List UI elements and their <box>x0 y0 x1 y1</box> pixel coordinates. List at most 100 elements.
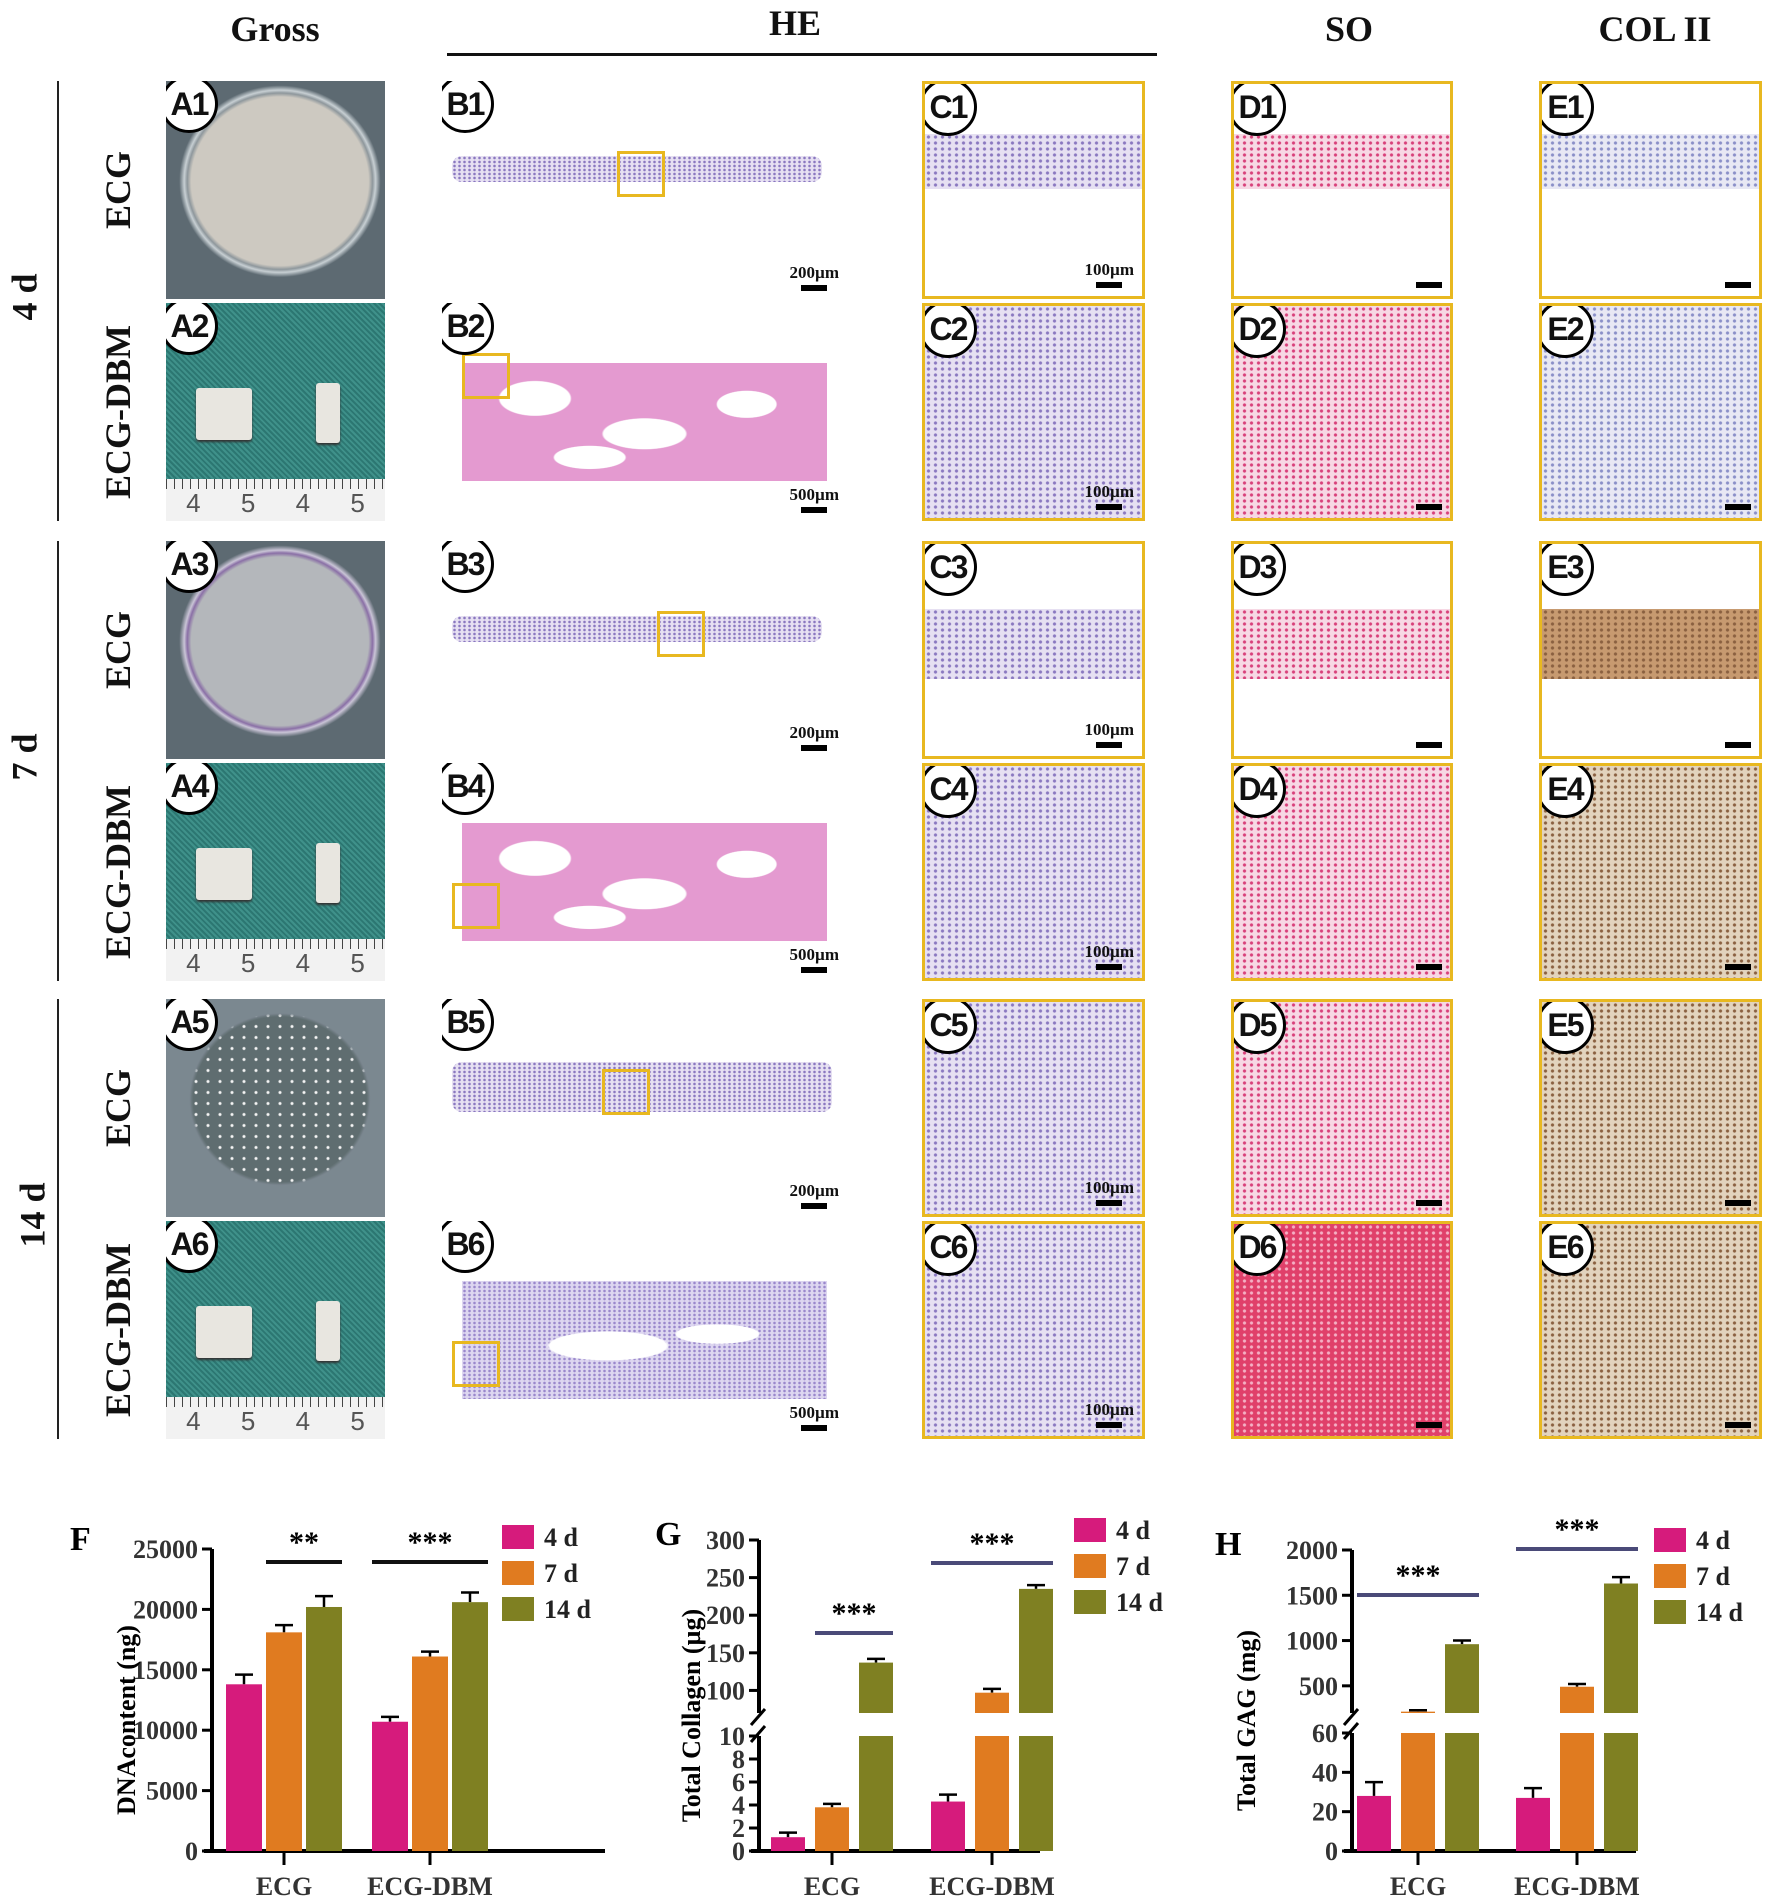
ruler-number: 4 <box>295 1406 311 1436</box>
row-label: ECG-DBM <box>78 763 158 981</box>
y-tick-label: 2000 <box>1286 1536 1338 1565</box>
he-magnified: 100µm C2 <box>922 303 1145 521</box>
scale-bar-label: 100µm <box>1084 260 1134 279</box>
scale-bar-label: 500µm <box>789 1403 839 1422</box>
scale-bar: 500µm <box>790 1403 839 1431</box>
bar <box>1604 1733 1638 1851</box>
he-overview: 500µm B4 <box>442 763 847 981</box>
ruler: 4 5 4 5 <box>166 1397 385 1439</box>
scale-bar: 100µm <box>1085 482 1134 510</box>
tissue-texture <box>1234 306 1450 518</box>
scale-bar-line <box>1416 742 1442 748</box>
panel-label: C3 <box>925 544 977 596</box>
y-tick-label: 150 <box>706 1639 745 1668</box>
row-label-text: ECG <box>97 610 138 690</box>
x-tick-label: ECG-DBM <box>929 1872 1055 1901</box>
panel-label: E3 <box>1542 544 1594 596</box>
panel-label: A1 <box>166 81 218 133</box>
scale-bar-line <box>1096 1422 1123 1428</box>
scale-bar-label: 200µm <box>789 723 839 742</box>
scale-bar-line <box>1725 282 1751 288</box>
row-label: ECG <box>78 81 158 299</box>
y-tick-label: 0 <box>1325 1837 1338 1866</box>
bar <box>1445 1733 1479 1851</box>
ruler-number: 5 <box>240 948 256 978</box>
scale-bar-line <box>1725 504 1751 510</box>
ruler-number: 4 <box>186 948 201 978</box>
scale-bar: 100µm <box>1085 942 1134 970</box>
scale-bar-line <box>1416 964 1442 970</box>
y-tick-label: 60 <box>1312 1719 1338 1748</box>
chart-panel-label: G <box>655 1516 681 1553</box>
ruler-number: 4 <box>186 488 201 518</box>
scale-bar-label: 100µm <box>1084 482 1134 501</box>
y-axis-label: Total Collagen (µg) <box>677 1609 706 1822</box>
panel-label: C5 <box>925 1002 977 1054</box>
he-overview: 200µm B5 <box>442 999 847 1217</box>
he-magnified: 100µm C6 <box>922 1221 1145 1439</box>
scale-bar-line <box>1096 282 1123 288</box>
panel-label: E5 <box>1542 1002 1594 1054</box>
scaffold-block <box>316 1301 340 1361</box>
panel-label: C2 <box>925 306 977 358</box>
y-axis-label: Total GAG (mg) <box>1232 1630 1261 1811</box>
col2-ihc-stain: E2 <box>1539 303 1762 521</box>
scale-bar-line <box>1096 504 1123 510</box>
bar <box>1357 1795 1391 1851</box>
panel-label: D4 <box>1234 766 1286 818</box>
bar <box>931 1801 965 1851</box>
he-divider <box>447 53 1157 56</box>
y-tick-label: 1500 <box>1286 1581 1338 1610</box>
scale-bar-line <box>801 1203 828 1209</box>
y-tick-label: 5000 <box>146 1777 198 1806</box>
panel-label: A2 <box>166 303 218 355</box>
time-group-text: 7 d <box>5 733 45 781</box>
bar-upper <box>1604 1583 1638 1713</box>
he-overview: 500µm B2 <box>442 303 847 521</box>
panel-label: A5 <box>166 999 218 1051</box>
bar-upper <box>1445 1644 1479 1713</box>
scale-bar-line <box>1725 1422 1751 1428</box>
tissue-section <box>462 823 827 941</box>
axis-break-mark <box>749 1725 767 1743</box>
tissue-texture <box>925 609 1142 679</box>
scale-bar: 100µm <box>1085 260 1134 288</box>
ruler-number: 5 <box>350 488 365 518</box>
scale-bar-line <box>1416 504 1442 510</box>
y-tick-label: 25000 <box>133 1535 198 1564</box>
scale-bar: 500µm <box>790 485 839 513</box>
ruler-number: 5 <box>350 948 365 978</box>
significance-label: *** <box>1555 1513 1600 1546</box>
bar <box>372 1721 408 1851</box>
bar-upper <box>859 1662 893 1713</box>
scale-bar-line <box>1725 964 1751 970</box>
legend-label: 4 d <box>544 1523 579 1552</box>
tissue-section <box>452 616 822 642</box>
y-tick-label: 20 <box>1312 1798 1338 1827</box>
legend-label: 4 d <box>1116 1516 1151 1545</box>
legend-label: 14 d <box>544 1595 592 1624</box>
ruler-number: 5 <box>240 488 256 518</box>
bar-upper <box>975 1692 1009 1713</box>
panel-label: E4 <box>1542 766 1594 818</box>
panel-label: B3 <box>442 541 494 593</box>
axis-break-mark <box>1342 1722 1360 1740</box>
y-tick-label: 6 <box>732 1768 745 1797</box>
row-label: ECG <box>78 999 158 1217</box>
bar-upper <box>1401 1711 1435 1713</box>
time-group-divider <box>57 999 59 1439</box>
scale-bar-line <box>1096 964 1123 970</box>
time-group-divider <box>57 81 59 521</box>
he-overview: 200µm B3 <box>442 541 847 759</box>
gross-photo-ecg-dish: A5 <box>166 999 385 1217</box>
y-tick-label: 100 <box>706 1676 745 1705</box>
bar <box>1516 1797 1550 1851</box>
scale-bar <box>1416 1420 1442 1428</box>
tissue-texture <box>1234 134 1450 189</box>
scale-bar-label: 500µm <box>789 945 839 964</box>
tissue-texture <box>1542 609 1759 679</box>
zoom-region-box <box>452 1341 500 1387</box>
scale-bar-line <box>1416 1422 1442 1428</box>
legend-swatch <box>1074 1554 1106 1578</box>
col2-ihc-stain: E1 <box>1539 81 1762 299</box>
